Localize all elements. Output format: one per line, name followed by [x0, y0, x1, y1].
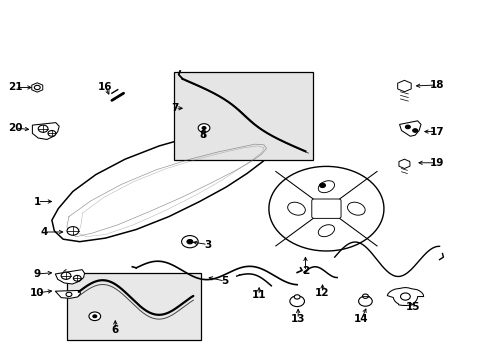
- Circle shape: [66, 292, 72, 297]
- Polygon shape: [398, 159, 409, 168]
- Text: 7: 7: [171, 103, 179, 113]
- Circle shape: [73, 275, 81, 281]
- Circle shape: [289, 296, 304, 307]
- Text: 14: 14: [353, 314, 368, 324]
- Text: 1: 1: [34, 197, 41, 207]
- Text: 18: 18: [429, 80, 444, 90]
- Text: 12: 12: [315, 288, 329, 298]
- Polygon shape: [55, 291, 81, 298]
- Polygon shape: [386, 288, 423, 306]
- Circle shape: [362, 294, 367, 298]
- Text: 10: 10: [30, 288, 44, 298]
- Text: 3: 3: [204, 239, 211, 249]
- Text: 8: 8: [199, 130, 206, 140]
- Text: 5: 5: [221, 276, 228, 286]
- Circle shape: [412, 129, 417, 132]
- Circle shape: [198, 124, 209, 132]
- Polygon shape: [399, 121, 420, 136]
- Text: 6: 6: [111, 325, 119, 335]
- Text: 17: 17: [429, 127, 444, 136]
- Bar: [173, 72, 312, 160]
- Text: 19: 19: [429, 158, 444, 168]
- Polygon shape: [32, 123, 59, 139]
- Text: 16: 16: [98, 82, 113, 92]
- Circle shape: [202, 127, 205, 130]
- Text: 4: 4: [41, 227, 48, 237]
- Text: 15: 15: [405, 302, 419, 312]
- Circle shape: [405, 125, 409, 129]
- Polygon shape: [397, 80, 410, 92]
- Text: 20: 20: [8, 123, 22, 133]
- Ellipse shape: [287, 202, 305, 215]
- Text: 9: 9: [34, 269, 41, 279]
- Text: 21: 21: [8, 82, 22, 93]
- Circle shape: [319, 183, 325, 188]
- Circle shape: [89, 312, 101, 320]
- Circle shape: [61, 272, 71, 279]
- Ellipse shape: [347, 202, 365, 215]
- Circle shape: [294, 295, 300, 299]
- Circle shape: [186, 239, 192, 244]
- Circle shape: [93, 315, 97, 318]
- Ellipse shape: [318, 225, 334, 237]
- Polygon shape: [268, 166, 383, 251]
- Circle shape: [400, 293, 409, 300]
- Circle shape: [38, 125, 48, 132]
- Circle shape: [34, 85, 40, 90]
- Circle shape: [358, 296, 371, 306]
- Circle shape: [181, 235, 198, 248]
- Polygon shape: [32, 83, 42, 92]
- Circle shape: [48, 131, 56, 136]
- Text: 2: 2: [301, 266, 308, 276]
- Text: 11: 11: [251, 291, 266, 301]
- Text: 13: 13: [290, 314, 305, 324]
- Ellipse shape: [318, 181, 334, 193]
- Polygon shape: [55, 270, 84, 284]
- Bar: [66, 273, 200, 339]
- Circle shape: [67, 226, 79, 235]
- FancyBboxPatch shape: [311, 199, 340, 219]
- Polygon shape: [52, 126, 278, 242]
